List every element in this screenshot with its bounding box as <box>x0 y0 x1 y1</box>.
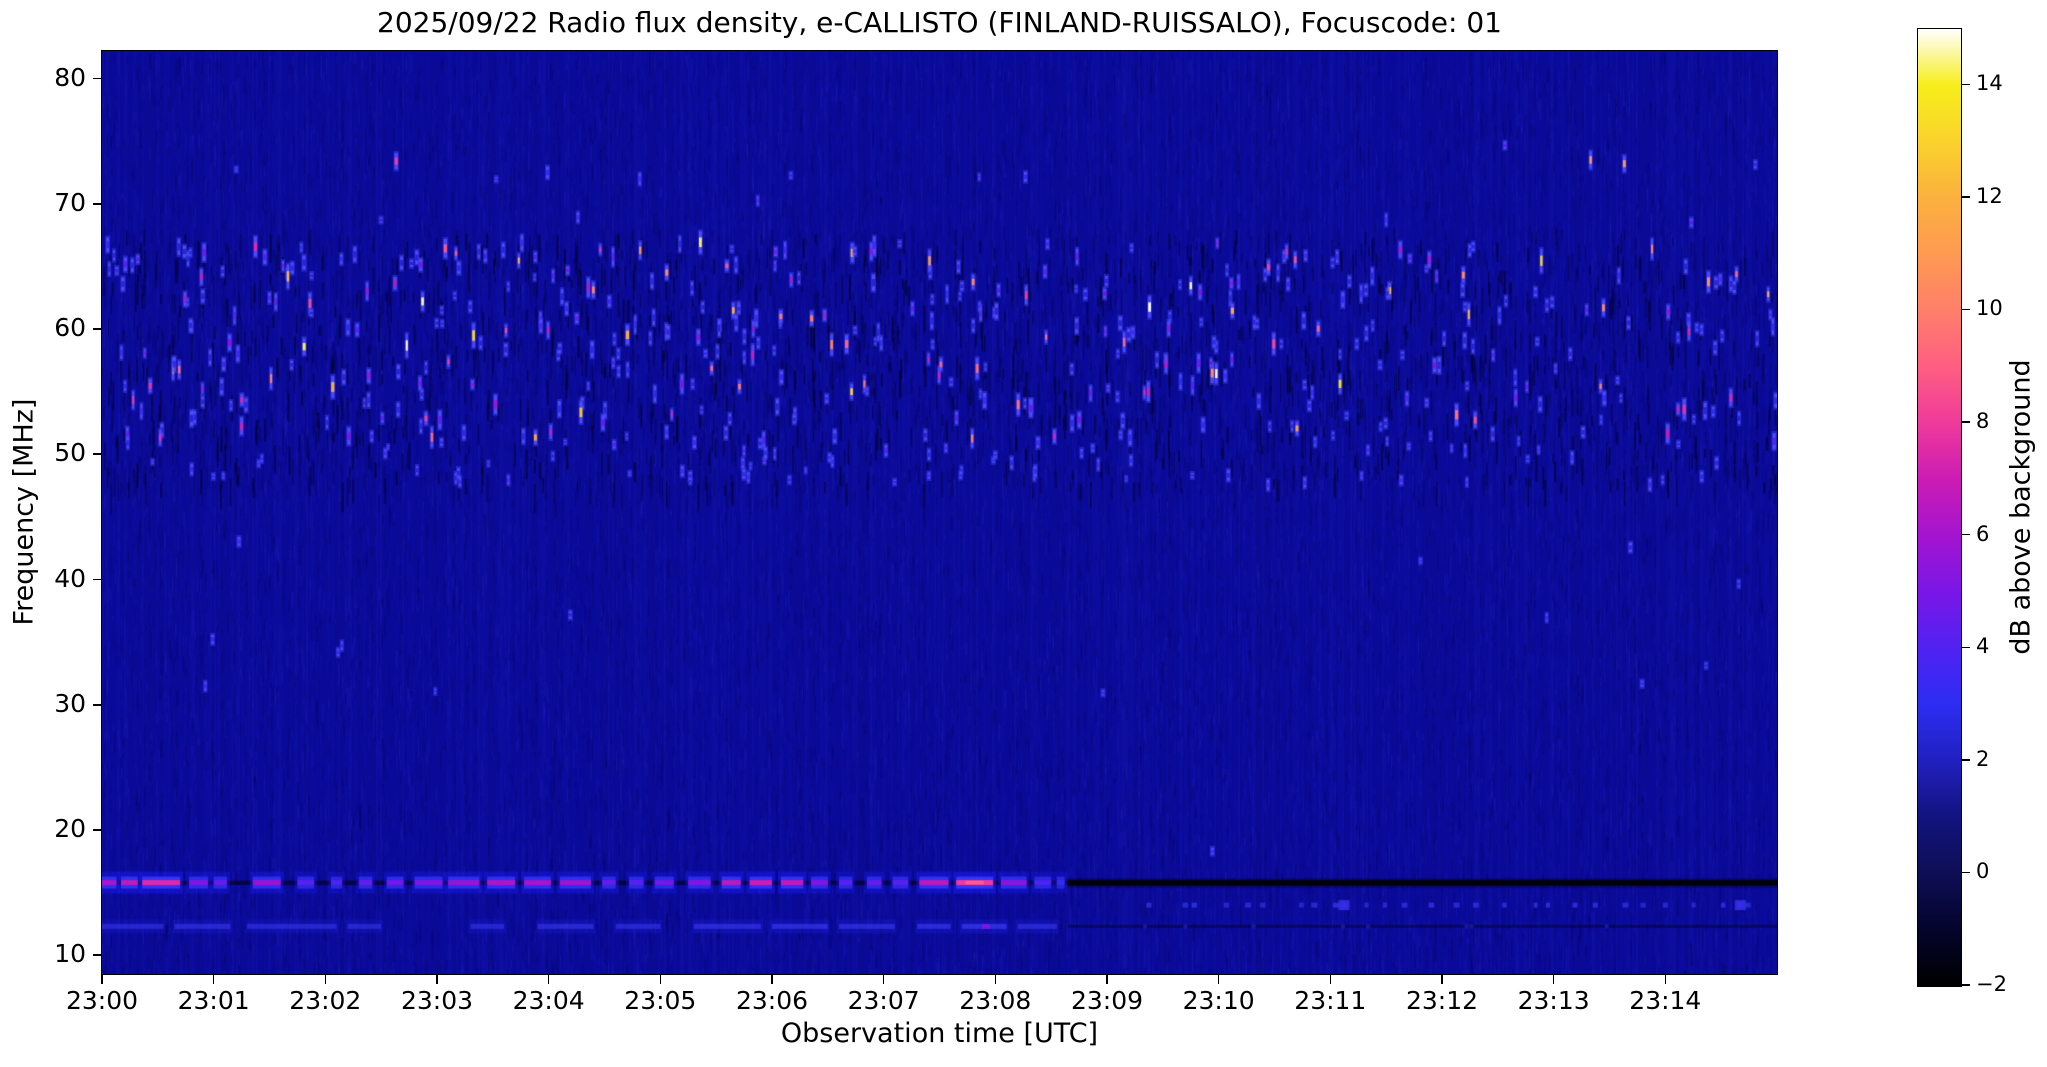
x-tick-mark <box>1552 975 1555 984</box>
x-tick-label: 23:00 <box>65 986 139 1015</box>
spectrogram-canvas <box>101 50 1777 974</box>
colorbar-tick-label: 0 <box>1976 859 1990 884</box>
colorbar-tick-mark <box>1961 984 1970 986</box>
y-tick-mark <box>93 578 102 581</box>
x-tick-mark <box>1441 975 1443 984</box>
y-tick-mark <box>93 453 102 456</box>
colorbar-tick-label: 6 <box>1976 521 1990 546</box>
y-tick-label: 10 <box>54 939 86 969</box>
chart-title: 2025/09/22 Radio flux density, e-CALLIST… <box>377 6 1502 39</box>
plot-area <box>100 49 1778 975</box>
x-tick-mark <box>771 975 773 984</box>
x-tick-mark <box>1106 975 1108 984</box>
colorbar-tick-label: 2 <box>1976 746 1990 771</box>
y-tick-mark <box>93 202 102 205</box>
colorbar-tick-mark <box>1961 646 1970 648</box>
colorbar-tick-label: 8 <box>1976 409 1990 434</box>
colorbar-tick-mark <box>1961 759 1970 761</box>
x-tick-label: 23:11 <box>1294 986 1367 1015</box>
x-tick-label: 23:01 <box>177 986 250 1015</box>
colorbar-tick-label: 4 <box>1976 634 1990 659</box>
x-tick-label: 23:13 <box>1517 986 1590 1015</box>
x-tick-mark <box>994 975 997 984</box>
x-tick-mark <box>1217 975 1220 984</box>
x-tick-mark <box>212 975 215 984</box>
y-tick-mark <box>93 703 102 706</box>
y-tick-label: 40 <box>54 563 86 593</box>
x-tick-label: 23:14 <box>1629 986 1702 1015</box>
colorbar-tick-mark <box>1961 871 1970 874</box>
y-tick-mark <box>93 328 102 330</box>
y-tick-label: 20 <box>54 813 86 843</box>
colorbar-tick-mark <box>1961 421 1970 423</box>
x-tick-label: 23:04 <box>512 986 585 1015</box>
x-tick-mark <box>1664 975 1667 984</box>
x-tick-label: 23:02 <box>289 986 362 1015</box>
x-tick-mark <box>324 975 327 984</box>
x-tick-mark <box>1329 975 1332 984</box>
colorbar-tick-label: 10 <box>1976 296 2003 321</box>
x-tick-label: 23:07 <box>847 986 920 1015</box>
y-tick-mark <box>93 829 102 831</box>
x-tick-label: 23:08 <box>959 986 1032 1015</box>
x-tick-label: 23:05 <box>624 986 697 1015</box>
colorbar-tick-label: 12 <box>1976 183 2003 208</box>
y-tick-label: 50 <box>54 438 86 468</box>
colorbar-label: dB above background <box>2005 359 2037 655</box>
colorbar-tick-label: −2 <box>1976 972 2007 996</box>
y-tick-mark <box>93 954 102 956</box>
x-tick-mark <box>882 975 885 984</box>
x-tick-mark <box>547 975 550 984</box>
colorbar <box>1917 28 1962 987</box>
y-tick-label: 70 <box>54 187 86 217</box>
x-tick-label: 23:06 <box>735 986 809 1015</box>
colorbar-tick-mark <box>1961 533 1970 536</box>
colorbar-tick-label: 14 <box>1976 71 2003 96</box>
x-tick-label: 23:10 <box>1182 986 1255 1015</box>
x-tick-mark <box>101 975 103 984</box>
x-tick-label: 23:09 <box>1070 986 1144 1015</box>
y-tick-label: 80 <box>54 62 86 92</box>
y-tick-label: 30 <box>54 688 86 718</box>
x-tick-label: 23:12 <box>1405 986 1479 1015</box>
x-tick-label: 23:03 <box>400 986 474 1015</box>
y-tick-mark <box>93 77 102 80</box>
y-tick-label: 60 <box>54 313 86 343</box>
colorbar-tick-mark <box>1961 308 1970 311</box>
x-tick-mark <box>436 975 438 984</box>
x-axis-label: Observation time [UTC] <box>780 1018 1099 1049</box>
colorbar-tick-mark <box>1961 196 1970 198</box>
colorbar-tick-mark <box>1961 83 1970 85</box>
x-tick-mark <box>659 975 662 984</box>
